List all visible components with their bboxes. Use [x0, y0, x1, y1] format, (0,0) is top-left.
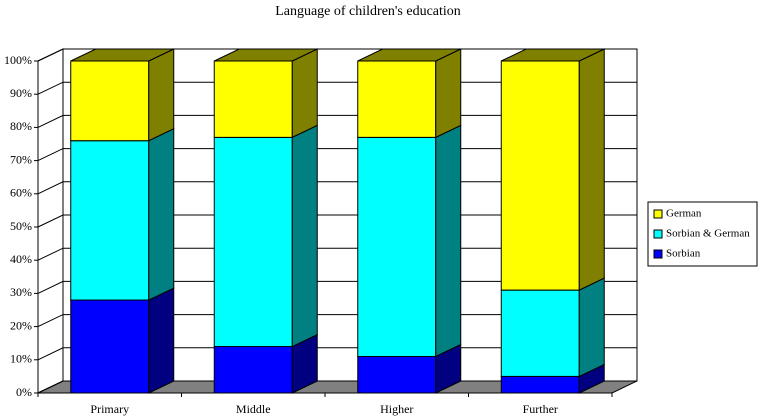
y-tick-label: 100%	[4, 53, 32, 67]
bar-top	[70, 48, 174, 62]
bar-segment	[213, 60, 293, 138]
bar-side	[578, 48, 605, 291]
bar-segment	[70, 299, 150, 394]
bar-segment	[500, 60, 580, 291]
x-tick-label: Further	[523, 402, 558, 416]
x-tick-label: Middle	[236, 402, 271, 416]
y-tick-label: 30%	[10, 285, 32, 299]
bar-segment	[213, 346, 293, 394]
y-tick-label: 0%	[16, 385, 32, 399]
legend-swatch	[653, 229, 663, 239]
bar-top	[214, 48, 318, 62]
y-tick-label: 90%	[10, 86, 32, 100]
x-tick-label: Higher	[380, 402, 413, 416]
bar-side	[578, 277, 605, 378]
bar-segment	[70, 60, 150, 142]
legend-label: German	[666, 208, 702, 220]
bar-segment	[500, 289, 580, 377]
bar-side	[435, 48, 462, 139]
bar-side	[435, 124, 462, 358]
legend-label: Sorbian	[666, 248, 701, 260]
chart-title: Language of children's education	[275, 4, 461, 19]
bar-top	[357, 48, 461, 62]
y-tick-label: 10%	[10, 352, 32, 366]
bar-side	[291, 48, 318, 139]
bar-side	[291, 124, 318, 348]
y-tick-label: 50%	[10, 219, 32, 233]
bar-side	[148, 287, 175, 394]
bar-side	[148, 127, 175, 301]
legend-box	[647, 201, 758, 267]
bar-side	[148, 48, 175, 142]
legend-label: Sorbian & German	[666, 228, 750, 240]
bar-top	[501, 48, 605, 62]
bar-segment	[357, 355, 437, 394]
y-tick-label: 20%	[10, 318, 32, 332]
y-tick-label: 60%	[10, 186, 32, 200]
x-tick-label: Primary	[90, 402, 129, 416]
bar-segment	[500, 375, 580, 394]
legend-swatch	[653, 249, 663, 259]
bar-segment	[357, 60, 437, 138]
bar-segment	[357, 136, 437, 357]
y-tick-label: 40%	[10, 252, 32, 266]
y-tick-label: 80%	[10, 119, 32, 133]
bar-segment	[70, 140, 150, 301]
y-tick-label: 70%	[10, 152, 32, 166]
bar-segment	[213, 136, 293, 348]
legend-swatch	[653, 209, 663, 219]
